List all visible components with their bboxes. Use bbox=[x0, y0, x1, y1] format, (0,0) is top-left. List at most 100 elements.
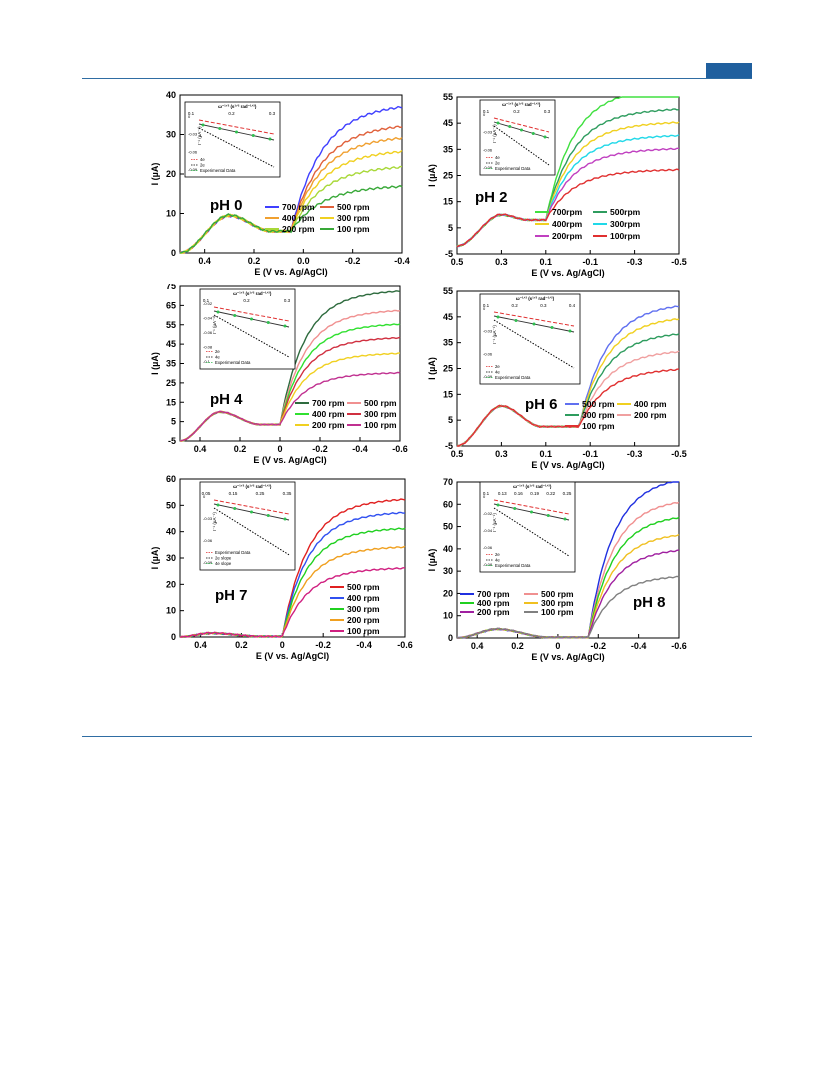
inset-y-tick: 0 bbox=[483, 112, 486, 117]
inset-2e-line bbox=[493, 125, 550, 166]
y-tick-label: 30 bbox=[166, 130, 176, 140]
x-tick-label: -0.2 bbox=[315, 640, 331, 650]
inset-data-point bbox=[233, 314, 237, 317]
y-tick-label: 5 bbox=[171, 417, 176, 427]
x-tick-label: -0.6 bbox=[397, 640, 413, 650]
x-tick-label: -0.6 bbox=[392, 444, 408, 454]
inset-4e-line bbox=[493, 499, 570, 515]
inset-legend-label: 2e bbox=[215, 349, 220, 354]
chart-ph6: 0.5 0.3 0.1 -0.1 -0.3 -0.5 -5 5 15 25 35 45 55 E (V v… bbox=[427, 286, 687, 470]
x-tick-label: 0.2 bbox=[235, 640, 248, 650]
legend-label: 200 rpm bbox=[282, 224, 315, 234]
x-tick-label: -0.4 bbox=[352, 444, 368, 454]
inset-data-point bbox=[283, 517, 287, 521]
panel-ph0: 0.4 0.2 0.0 -0.2 -0.4 0 10 20 30 40 E (V vs. Ag/Ag… bbox=[135, 90, 415, 285]
legend-label: 300rpm bbox=[610, 219, 641, 229]
inset-data-point bbox=[268, 137, 272, 141]
y-tick-label: 15 bbox=[443, 389, 453, 399]
inset-y-tick: -0.03 bbox=[483, 130, 493, 135]
inset-plot: ω⁻¹ᐟ² (s¹ᐟ² rad⁻¹ᐟ²) 0.1 0.2 0.3 0.4 0 -0.03 -0… bbox=[479, 293, 581, 385]
inset-legend-label: Experimental Data bbox=[215, 360, 251, 365]
inset-legend-label: 2e bbox=[200, 163, 205, 168]
inset-title: ω⁻¹ᐟ² (s¹ᐟ² rad⁻¹ᐟ²) bbox=[502, 102, 541, 107]
legend-label: 100 rpm bbox=[347, 626, 380, 636]
series-line-100-rpm bbox=[179, 184, 403, 254]
y-tick-label: 70 bbox=[443, 477, 453, 487]
legend-label: 700 rpm bbox=[282, 202, 315, 212]
y-tick-label: 25 bbox=[443, 171, 453, 181]
x-axis-label: E (V vs. Ag/AgCl) bbox=[253, 455, 326, 465]
inset-frame bbox=[184, 101, 281, 178]
y-tick-label: 45 bbox=[166, 339, 176, 349]
inset-y-tick: 0 bbox=[483, 306, 486, 311]
x-tick-label: 0 bbox=[277, 444, 282, 454]
y-tick-label: 15 bbox=[443, 197, 453, 207]
legend-label: 400 rpm bbox=[477, 598, 510, 608]
page-badge bbox=[706, 63, 752, 78]
y-tick-label: -5 bbox=[168, 436, 176, 446]
y-tick-label: 50 bbox=[443, 522, 453, 532]
inset-title: ω⁻¹ᐟ² (s¹ᐟ² rad⁻¹ᐟ²) bbox=[233, 484, 272, 489]
x-tick-label: 0.5 bbox=[451, 257, 464, 267]
inset-data-point bbox=[233, 507, 237, 510]
y-tick-label: 5 bbox=[448, 415, 453, 425]
inset-data-point bbox=[546, 514, 550, 517]
chart-ph4: 0.4 0.2 0 -0.2 -0.4 -0.6 -5 5 15 25 35 45 55 65 75 E (V… bbox=[150, 284, 408, 465]
inset-x-tick: 0.15 bbox=[229, 491, 238, 496]
legend-label: 500 rpm bbox=[337, 202, 370, 212]
chart-ph8: 0.4 0.2 0 -0.2 -0.4 -0.6 0 10 20 30 40 50 60 70 E (V v… bbox=[427, 477, 687, 662]
inset-x-tick: 0.3 bbox=[284, 298, 291, 303]
inset-x-tick: 0.4 bbox=[569, 303, 576, 308]
inset-x-tick: 0.25 bbox=[256, 491, 265, 496]
inset-y-tick: -0.09 bbox=[203, 560, 213, 565]
inset-legend-label: 2e slope bbox=[215, 556, 232, 561]
inset-title: ω⁻¹ᐟ² (s¹ᐟ² rad⁻¹ᐟ²) bbox=[516, 296, 555, 301]
inset-y-label: I⁻¹ (µA⁻¹) bbox=[492, 513, 497, 532]
chart-ph2: 0.5 0.3 0.1 -0.1 -0.3 -0.5 -5 5 15 25 35 45 55 E (V v… bbox=[427, 92, 687, 278]
inset-legend-label: 2e bbox=[495, 552, 500, 557]
inset-x-tick: 0.1 bbox=[188, 111, 195, 116]
inset-x-tick: 0.05 bbox=[202, 491, 211, 496]
x-tick-label: -0.5 bbox=[671, 449, 687, 459]
chart-ph7: 0.4 0.2 0 -0.2 -0.4 -0.6 0 10 20 30 40 50 60 E (V vs.… bbox=[150, 474, 413, 661]
inset-data-point bbox=[266, 321, 270, 324]
series-line-100rpm bbox=[456, 168, 680, 248]
x-axis-label: E (V vs. Ag/AgCl) bbox=[531, 268, 604, 278]
panel-ph2: 0.5 0.3 0.1 -0.1 -0.3 -0.5 -5 5 15 25 35 45 55 E (V v… bbox=[425, 90, 695, 285]
inset-data-point bbox=[266, 514, 270, 517]
y-axis-label: I (µA) bbox=[150, 547, 160, 570]
inset-data-point bbox=[508, 125, 512, 128]
x-tick-label: -0.4 bbox=[356, 640, 372, 650]
inset-legend-label: Experimental Data bbox=[215, 550, 251, 555]
x-tick-label: -0.1 bbox=[582, 449, 598, 459]
inset-data-point bbox=[216, 310, 220, 314]
inset-y-tick: 0 bbox=[188, 114, 191, 119]
y-tick-label: 40 bbox=[166, 90, 176, 100]
inset-y-tick: -0.03 bbox=[483, 329, 493, 334]
legend-label: 500 rpm bbox=[541, 589, 574, 599]
inset-data-point bbox=[530, 510, 533, 514]
x-tick-label: 0.4 bbox=[198, 256, 211, 266]
panel-ph7: 0.4 0.2 0 -0.2 -0.4 -0.6 0 10 20 30 40 50 60 E (V vs.… bbox=[135, 470, 415, 670]
inset-x-tick: 0.13 bbox=[498, 491, 507, 496]
inset-4e-line bbox=[213, 306, 290, 322]
inset-x-tick: 0.2 bbox=[512, 303, 519, 308]
inset-x-tick: 0.2 bbox=[243, 298, 250, 303]
legend-label: 700 rpm bbox=[312, 398, 345, 408]
y-tick-label: 25 bbox=[443, 364, 453, 374]
inset-data-point bbox=[218, 127, 222, 130]
legend-label: 400 rpm bbox=[634, 399, 667, 409]
inset-y-tick: 0 bbox=[203, 494, 206, 499]
x-tick-label: 0.2 bbox=[511, 641, 524, 651]
y-tick-label: 60 bbox=[166, 474, 176, 484]
y-tick-label: 35 bbox=[443, 144, 453, 154]
inset-y-tick: -0.06 bbox=[483, 351, 493, 356]
inset-x-tick: 0.1 bbox=[483, 303, 490, 308]
y-tick-label: -5 bbox=[445, 249, 453, 259]
inset-y-tick: -0.09 bbox=[483, 165, 493, 170]
x-tick-label: 0.3 bbox=[495, 449, 508, 459]
inset-y-tick: -0.02 bbox=[483, 511, 493, 516]
y-tick-label: 35 bbox=[166, 359, 176, 369]
y-tick-label: 20 bbox=[166, 579, 176, 589]
inset-y-label: I⁻¹ (µA⁻¹) bbox=[492, 325, 497, 344]
